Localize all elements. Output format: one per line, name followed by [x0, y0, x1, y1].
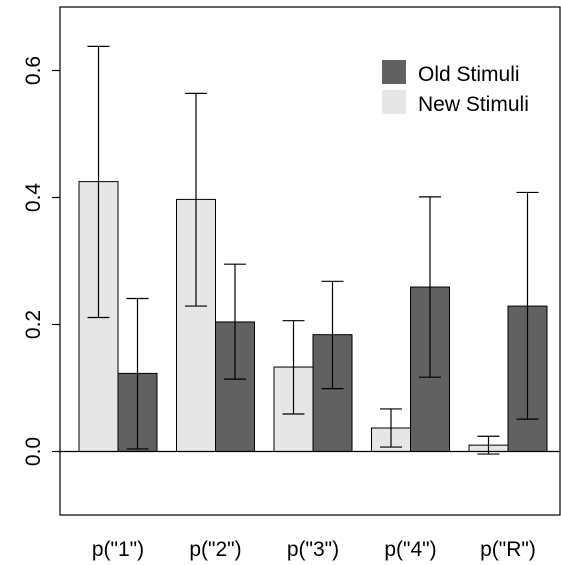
y-tick-label: 0.2 [22, 310, 45, 339]
plot-frame [59, 6, 561, 516]
bar-old-2 [215, 321, 255, 452]
x-axis: p("1") p("2") p("3") p("4") p("R") [92, 538, 536, 561]
x-tick-label: p("2") [189, 538, 241, 561]
legend: Old Stimuli New Stimuli [382, 60, 529, 116]
legend-swatch-2 [382, 90, 406, 114]
error-bars-layer [87, 45, 539, 455]
x-tick-label: p("4") [384, 538, 436, 561]
y-tick-label: 0.6 [22, 56, 45, 85]
y-tick-label: 0.0 [22, 437, 45, 466]
x-tick-label: p("R") [480, 538, 536, 561]
x-tick-label: p("1") [92, 538, 144, 561]
legend-label-1: Old Stimuli [418, 63, 520, 86]
y-axis: 0.0 0.2 0.4 0.6 [22, 56, 60, 466]
x-tick-label: p("3") [287, 538, 339, 561]
legend-swatch-1 [382, 60, 406, 84]
legend-label-2: New Stimuli [418, 93, 529, 116]
y-tick-label: 0.4 [22, 183, 45, 213]
bars-layer [78, 181, 548, 453]
